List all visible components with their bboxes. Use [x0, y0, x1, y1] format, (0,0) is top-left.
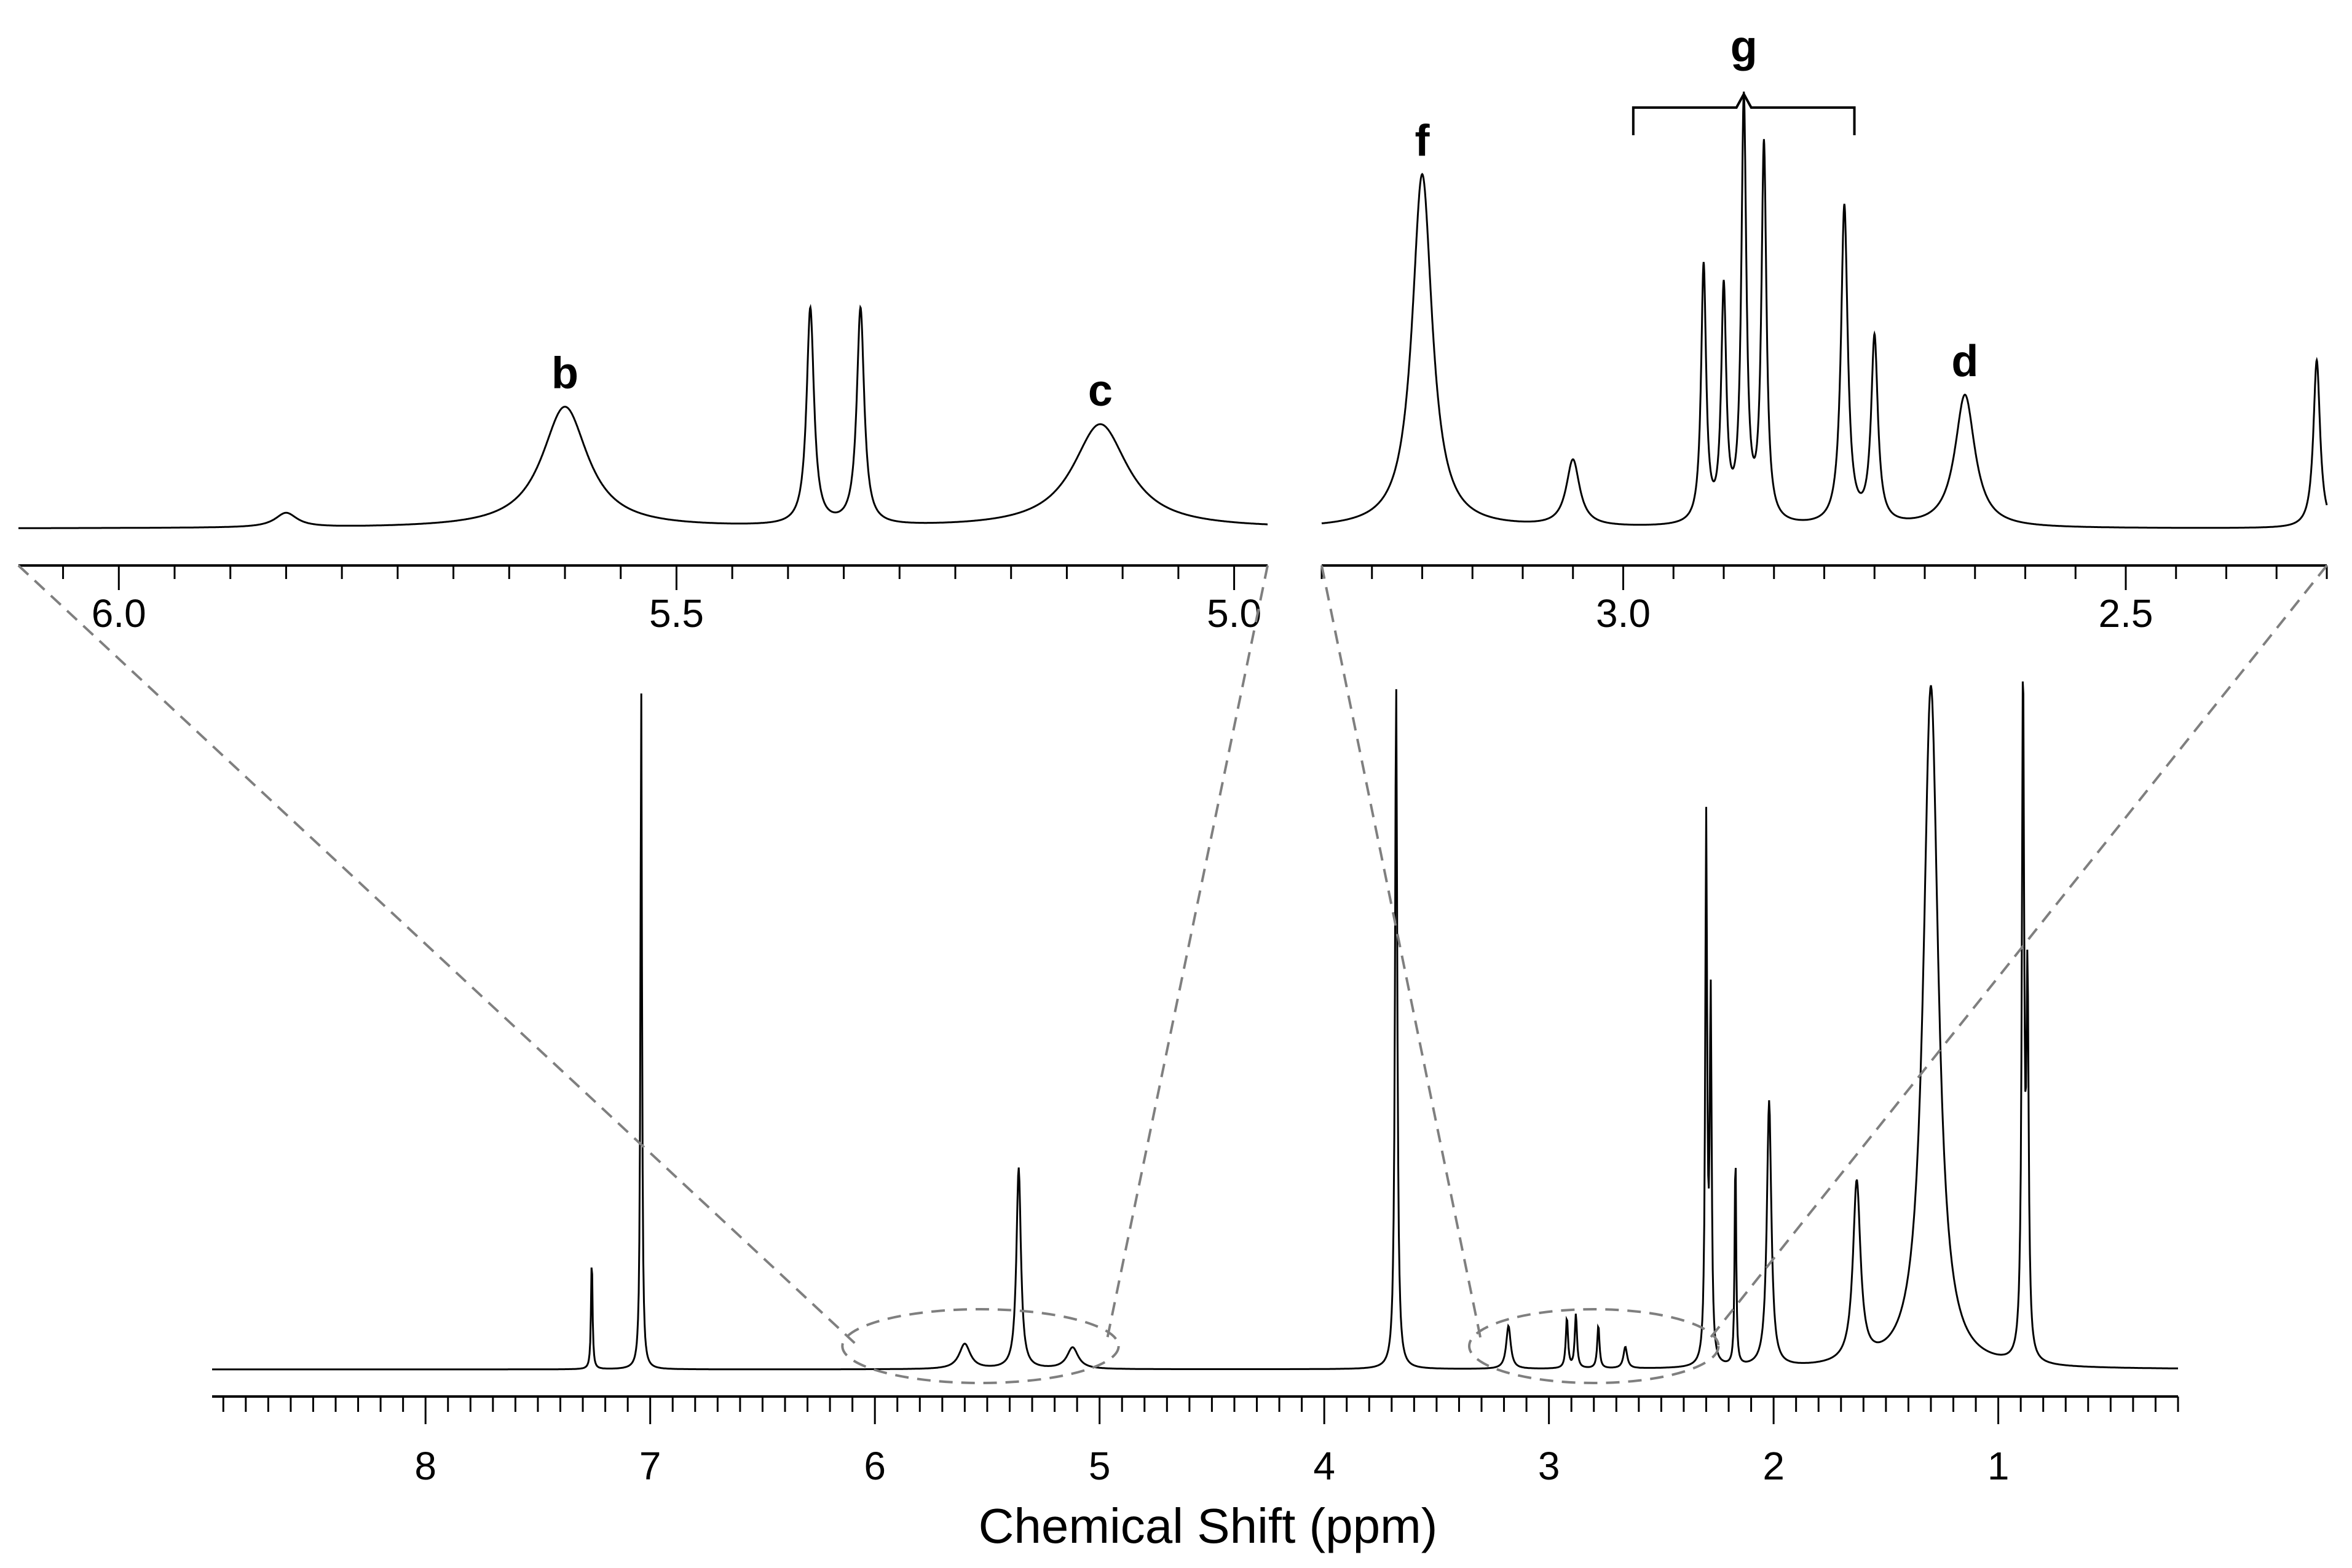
- main-tick-label: 4: [1313, 1444, 1335, 1488]
- peak-label-c: c: [1088, 366, 1113, 416]
- main-trace-line: [212, 681, 2178, 1371]
- peak-label-d: d: [1951, 337, 1978, 386]
- main-tick-label: 8: [414, 1444, 436, 1488]
- zoom-guide-left-end: [1105, 565, 1269, 1344]
- main-spectrum-trace: [212, 681, 2178, 1371]
- inset-left-trace-line: [18, 304, 1268, 529]
- main-tick-label: 7: [639, 1444, 661, 1488]
- inset-right-trace-line: [1321, 92, 2328, 529]
- inset-right-tick-label: 3.0: [1596, 591, 1651, 636]
- zoom-region-ellipse-right: [1467, 1308, 1720, 1384]
- peak-label-g: g: [1730, 22, 1758, 71]
- main-tick-label: 5: [1089, 1444, 1111, 1488]
- peak-annotations: b c f g d: [551, 22, 1978, 416]
- main-x-axis-title: Chemical Shift (ppm): [979, 1499, 1438, 1553]
- inset-right-spectrum-trace: [1321, 92, 2328, 529]
- inset-left-spectrum-trace: [18, 304, 1268, 529]
- zoom-guide-lines: [17, 564, 2328, 1384]
- peak-label-b: b: [551, 349, 578, 398]
- main-tick-label: 6: [864, 1444, 886, 1488]
- zoom-region-ellipse-left: [841, 1308, 1120, 1384]
- zoom-guide-left-start: [17, 564, 856, 1344]
- peak-label-f: f: [1415, 116, 1431, 165]
- inset-left-x-axis: 6.0 5.5 5.0: [18, 564, 1268, 636]
- main-x-axis: 8 7 6 5 4 3 2 1: [212, 1395, 2179, 1488]
- zoom-guide-right-end: [1705, 564, 2328, 1344]
- g-bracket: [1632, 91, 1856, 135]
- main-tick-label: 2: [1762, 1444, 1785, 1488]
- inset-left-tick-label: 5.0: [1207, 591, 1261, 636]
- zoom-guide-right-start: [1320, 565, 1483, 1344]
- inset-right-tick-label: 2.5: [2099, 591, 2153, 636]
- main-tick-label: 3: [1538, 1444, 1560, 1488]
- inset-left-tick-label: 6.0: [92, 591, 146, 636]
- inset-left-tick-label: 5.5: [649, 591, 704, 636]
- inset-right-x-axis: 3.0 2.5: [1320, 564, 2328, 636]
- main-tick-label: 1: [1987, 1444, 2010, 1488]
